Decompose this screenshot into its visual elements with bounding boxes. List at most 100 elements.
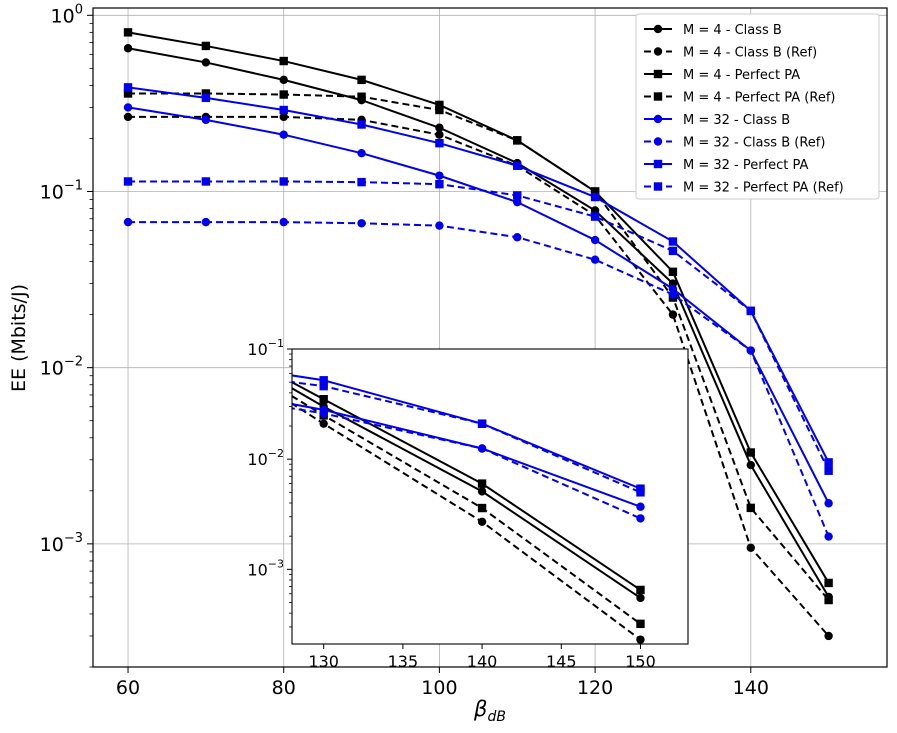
main-ticks: 60 80 100 120 140 100 10−1 10−2 10−3: [40, 2, 769, 699]
series-line: [128, 180, 830, 472]
series-6: [123, 217, 833, 541]
inset-y-tick-label: 10−1: [247, 337, 284, 359]
inset-y-tick-label: 10−2: [247, 447, 284, 469]
data-point: [123, 83, 133, 92]
data-point: [824, 595, 833, 605]
data-point: [123, 44, 133, 53]
data-point: [357, 219, 366, 228]
data-point: [668, 290, 678, 299]
legend: M = 4 - Class B M = 4 - Class B (Ref) M = …: [635, 13, 880, 200]
legend-label: M = 32 - Class B (Ref): [683, 136, 825, 151]
x-tick-label: 100: [421, 677, 457, 699]
data-point: [123, 28, 133, 37]
inset-data-point: [636, 593, 645, 603]
series-line: [128, 92, 830, 601]
data-point: [824, 631, 833, 641]
data-point: [435, 123, 444, 132]
data-point: [435, 171, 444, 180]
legend-item: M = 32 - Perfect PA (Ref): [644, 181, 844, 196]
data-point: [824, 578, 833, 588]
legend-label: M = 4 - Perfect PA (Ref): [683, 91, 835, 106]
inset-data-point: [477, 517, 487, 527]
legend-label: M = 4 - Class B (Ref): [683, 46, 817, 61]
y-tick-label: 10−2: [40, 355, 83, 380]
data-point: [201, 58, 211, 67]
x-tick-label: 80: [272, 677, 296, 699]
inset-data-point: [636, 502, 645, 511]
x-tick-label: 60: [116, 677, 140, 699]
data-point: [201, 89, 211, 98]
series-8: [123, 177, 833, 475]
data-point: [513, 233, 522, 242]
data-point: [123, 112, 133, 122]
legend-item: M = 4 - Perfect PA (Ref): [644, 91, 835, 106]
data-point: [590, 192, 600, 202]
series-line: [127, 47, 830, 598]
legend-box: [635, 13, 880, 200]
data-point: [590, 212, 600, 221]
data-point: [824, 532, 833, 541]
data-point: [590, 235, 600, 245]
data-point: [201, 177, 211, 186]
inset-data-point: [319, 381, 328, 391]
legend-item: M = 4 - Class B (Ref): [644, 46, 817, 61]
x-axis-label-sub: dB: [487, 709, 506, 725]
data-point: [746, 543, 755, 552]
inset-data-point: [319, 376, 328, 385]
inset-series-8: [292, 381, 645, 497]
inset-axes-frame: [291, 348, 689, 645]
series-line: [128, 221, 830, 537]
data-point: [123, 217, 133, 227]
inset-data-point: [636, 635, 645, 644]
inset-ticks: 130 135 140 145 150 10−1 10−2 10−3: [247, 337, 655, 671]
inset-series-line: [292, 402, 642, 641]
data-point: [668, 310, 678, 319]
data-point: [201, 115, 211, 125]
inset-data-point: [477, 444, 487, 453]
data-point: [513, 197, 522, 207]
data-point: [201, 217, 211, 227]
data-point: [357, 120, 366, 129]
data-point: [279, 177, 288, 186]
data-point: [123, 103, 133, 112]
data-point: [746, 460, 755, 470]
inset-data-point: [636, 488, 645, 497]
data-point: [668, 267, 678, 277]
inset-x-tick-label: 130: [308, 652, 339, 671]
x-tick-label: 140: [733, 677, 769, 699]
data-point: [513, 136, 522, 145]
legend-label: M = 4 - Perfect PA: [683, 68, 800, 83]
inset-series-line: [292, 387, 642, 599]
y-tick-label: 100: [51, 2, 83, 27]
series-line: [128, 115, 830, 637]
data-point: [201, 41, 211, 51]
data-point: [123, 89, 133, 98]
inset-data-point: [477, 419, 487, 428]
data-point: [824, 499, 833, 508]
legend-marker: [653, 182, 663, 191]
data-point: [435, 138, 444, 148]
data-point: [201, 93, 211, 103]
legend-marker: [653, 137, 663, 146]
data-point: [513, 191, 522, 200]
x-axis-label-main: β: [473, 697, 487, 721]
data-point: [279, 105, 288, 115]
main-series-layer: [123, 28, 833, 641]
inset-data-point: [477, 503, 487, 513]
data-point: [668, 246, 678, 256]
series-line: [127, 31, 830, 584]
data-point: [279, 217, 288, 227]
data-point: [435, 130, 444, 139]
inset-series-layer: [292, 374, 645, 644]
inset-x-tick-label: 145: [546, 652, 577, 671]
legend-marker: [653, 114, 663, 124]
data-point: [357, 177, 366, 187]
data-point: [357, 148, 366, 158]
inset-x-tick-label: 140: [467, 652, 498, 671]
data-point: [279, 56, 288, 66]
data-point: [435, 221, 444, 230]
data-point: [746, 448, 755, 457]
inset-data-point: [319, 419, 328, 428]
x-axis-label: βdB: [473, 697, 506, 725]
